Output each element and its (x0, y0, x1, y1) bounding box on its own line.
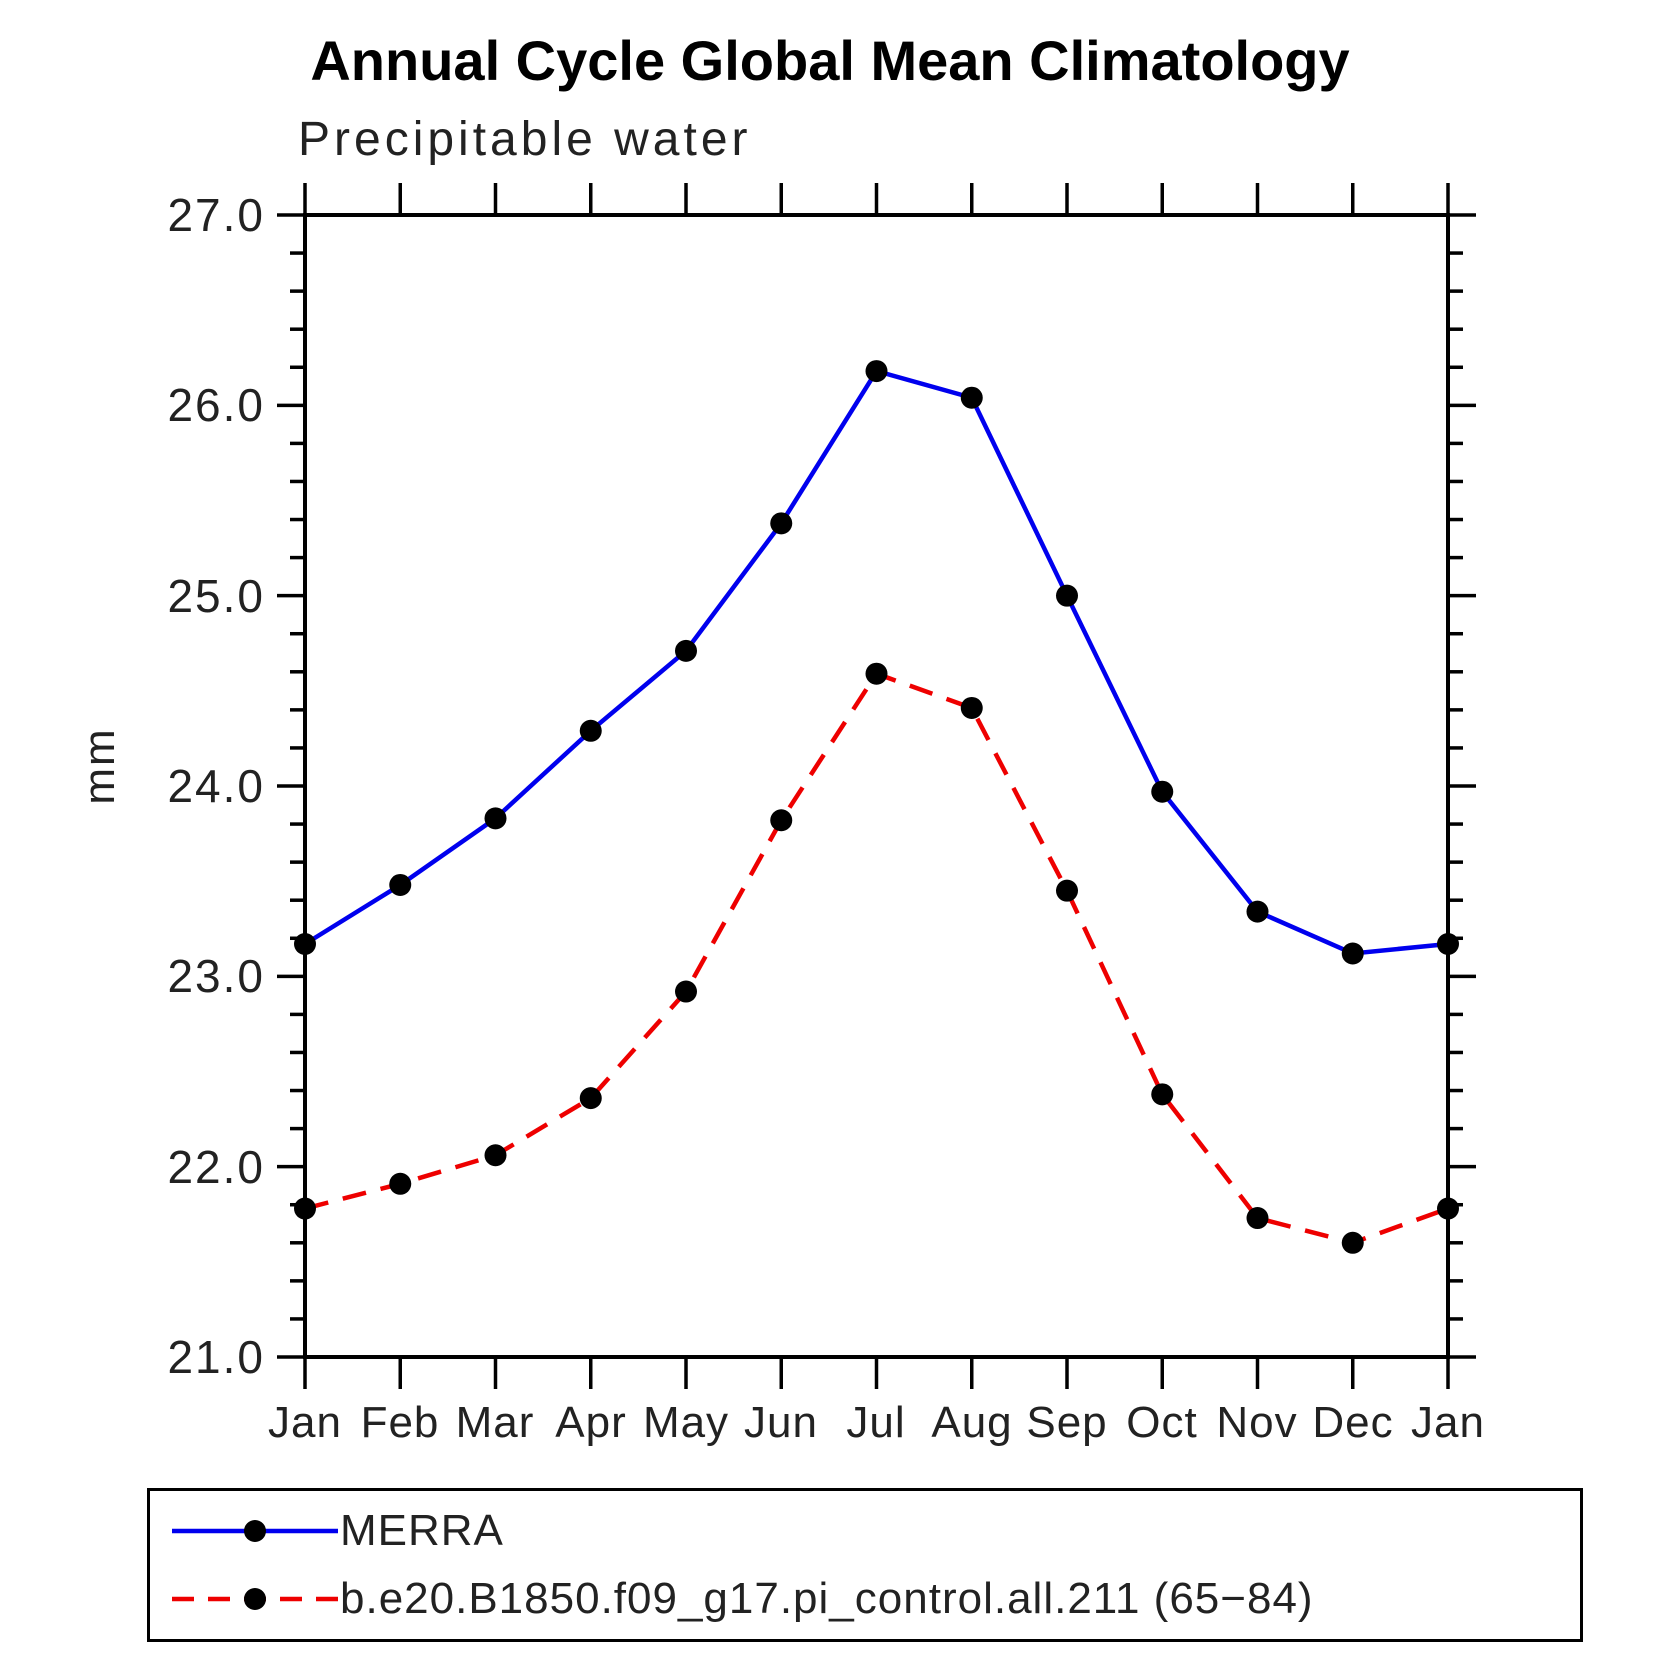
model-line-sample (172, 1588, 338, 1610)
legend-box: MERRA b.e20.B1850.f09_g17.pi_control.all… (147, 1488, 1583, 1642)
x-tick-label: Jul (846, 1398, 906, 1447)
legend-entry-merra: MERRA (170, 1501, 1580, 1561)
x-tick-label: Aug (931, 1398, 1013, 1447)
x-tick-label: Nov (1216, 1398, 1298, 1447)
merra-line-sample (172, 1520, 338, 1542)
legend-label-model: b.e20.B1850.f09_g17.pi_control.all.211 (… (340, 1574, 1314, 1623)
series-0-line (303, 368, 1449, 956)
y-tick-marks (277, 213, 1476, 1359)
y-tick-label: 21.0 (167, 1331, 265, 1383)
x-tick-label: Oct (1126, 1398, 1198, 1447)
x-tick-label: Mar (455, 1398, 535, 1447)
chart-title: Annual Cycle Global Mean Climatology (310, 29, 1350, 92)
series-0-data-points (294, 360, 1459, 965)
x-tick-label: Jun (744, 1398, 818, 1447)
series-1-data-points (294, 662, 1459, 1254)
y-tick-label: 25.0 (167, 570, 265, 622)
x-tick-label: Sep (1026, 1398, 1108, 1447)
series-1-line (304, 670, 1449, 1246)
axis-frame (303, 213, 1450, 1359)
chart-subtitle: Precipitable water (298, 113, 752, 166)
y-tick-label: 27.0 (167, 189, 265, 241)
y-tick-label: 23.0 (167, 950, 265, 1002)
legend-label-merra: MERRA (340, 1506, 504, 1555)
x-tick-label: Apr (555, 1398, 627, 1447)
x-tick-label: Feb (360, 1398, 440, 1447)
y-tick-label: 26.0 (167, 379, 265, 431)
y-tick-label: 22.0 (167, 1141, 265, 1193)
legend-entry-model: b.e20.B1850.f09_g17.pi_control.all.211 (… (170, 1569, 1580, 1629)
y-tick-label: 24.0 (167, 760, 265, 812)
x-tick-label: Jan (268, 1398, 342, 1447)
x-tick-label: Jan (1411, 1398, 1485, 1447)
x-tick-marks (303, 183, 1450, 1389)
x-tick-label: May (642, 1398, 730, 1447)
x-tick-label: Dec (1312, 1398, 1394, 1447)
